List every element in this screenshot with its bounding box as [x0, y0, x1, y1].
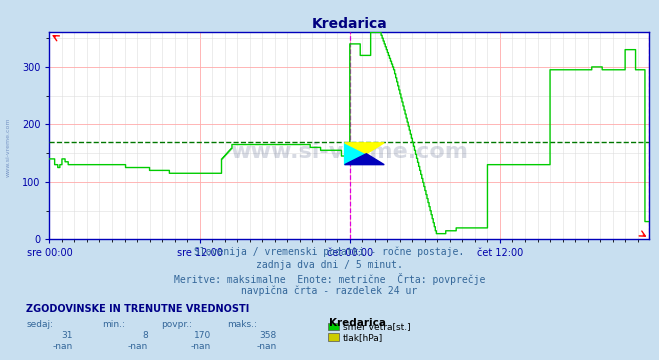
Text: 358: 358 [260, 331, 277, 340]
Text: www.si-vreme.com: www.si-vreme.com [230, 143, 469, 162]
Text: -nan: -nan [52, 342, 72, 351]
Text: maks.:: maks.: [227, 320, 257, 329]
Text: -nan: -nan [190, 342, 211, 351]
Text: 170: 170 [194, 331, 211, 340]
Text: Kredarica: Kredarica [330, 318, 386, 328]
Text: 31: 31 [61, 331, 72, 340]
Text: -nan: -nan [256, 342, 277, 351]
Text: ZGODOVINSKE IN TRENUTNE VREDNOSTI: ZGODOVINSKE IN TRENUTNE VREDNOSTI [26, 304, 250, 314]
Text: 8: 8 [142, 331, 148, 340]
Text: tlak[hPa]: tlak[hPa] [343, 333, 383, 342]
Text: sedaj:: sedaj: [26, 320, 53, 329]
Text: Slovenija / vremenski podatki - ročne postaje.: Slovenija / vremenski podatki - ročne po… [194, 247, 465, 257]
Title: Kredarica: Kredarica [312, 17, 387, 31]
Text: -nan: -nan [128, 342, 148, 351]
Text: povpr.:: povpr.: [161, 320, 192, 329]
Text: navpična črta - razdelek 24 ur: navpična črta - razdelek 24 ur [241, 285, 418, 296]
Text: smer vetra[st.]: smer vetra[st.] [343, 323, 411, 331]
Polygon shape [345, 143, 366, 165]
Polygon shape [345, 143, 384, 154]
Text: www.si-vreme.com: www.si-vreme.com [5, 118, 11, 177]
Polygon shape [345, 154, 384, 165]
Text: zadnja dva dni / 5 minut.: zadnja dva dni / 5 minut. [256, 260, 403, 270]
Text: Meritve: maksimalne  Enote: metrične  Črta: povprečje: Meritve: maksimalne Enote: metrične Črta… [174, 273, 485, 285]
Text: min.:: min.: [102, 320, 125, 329]
